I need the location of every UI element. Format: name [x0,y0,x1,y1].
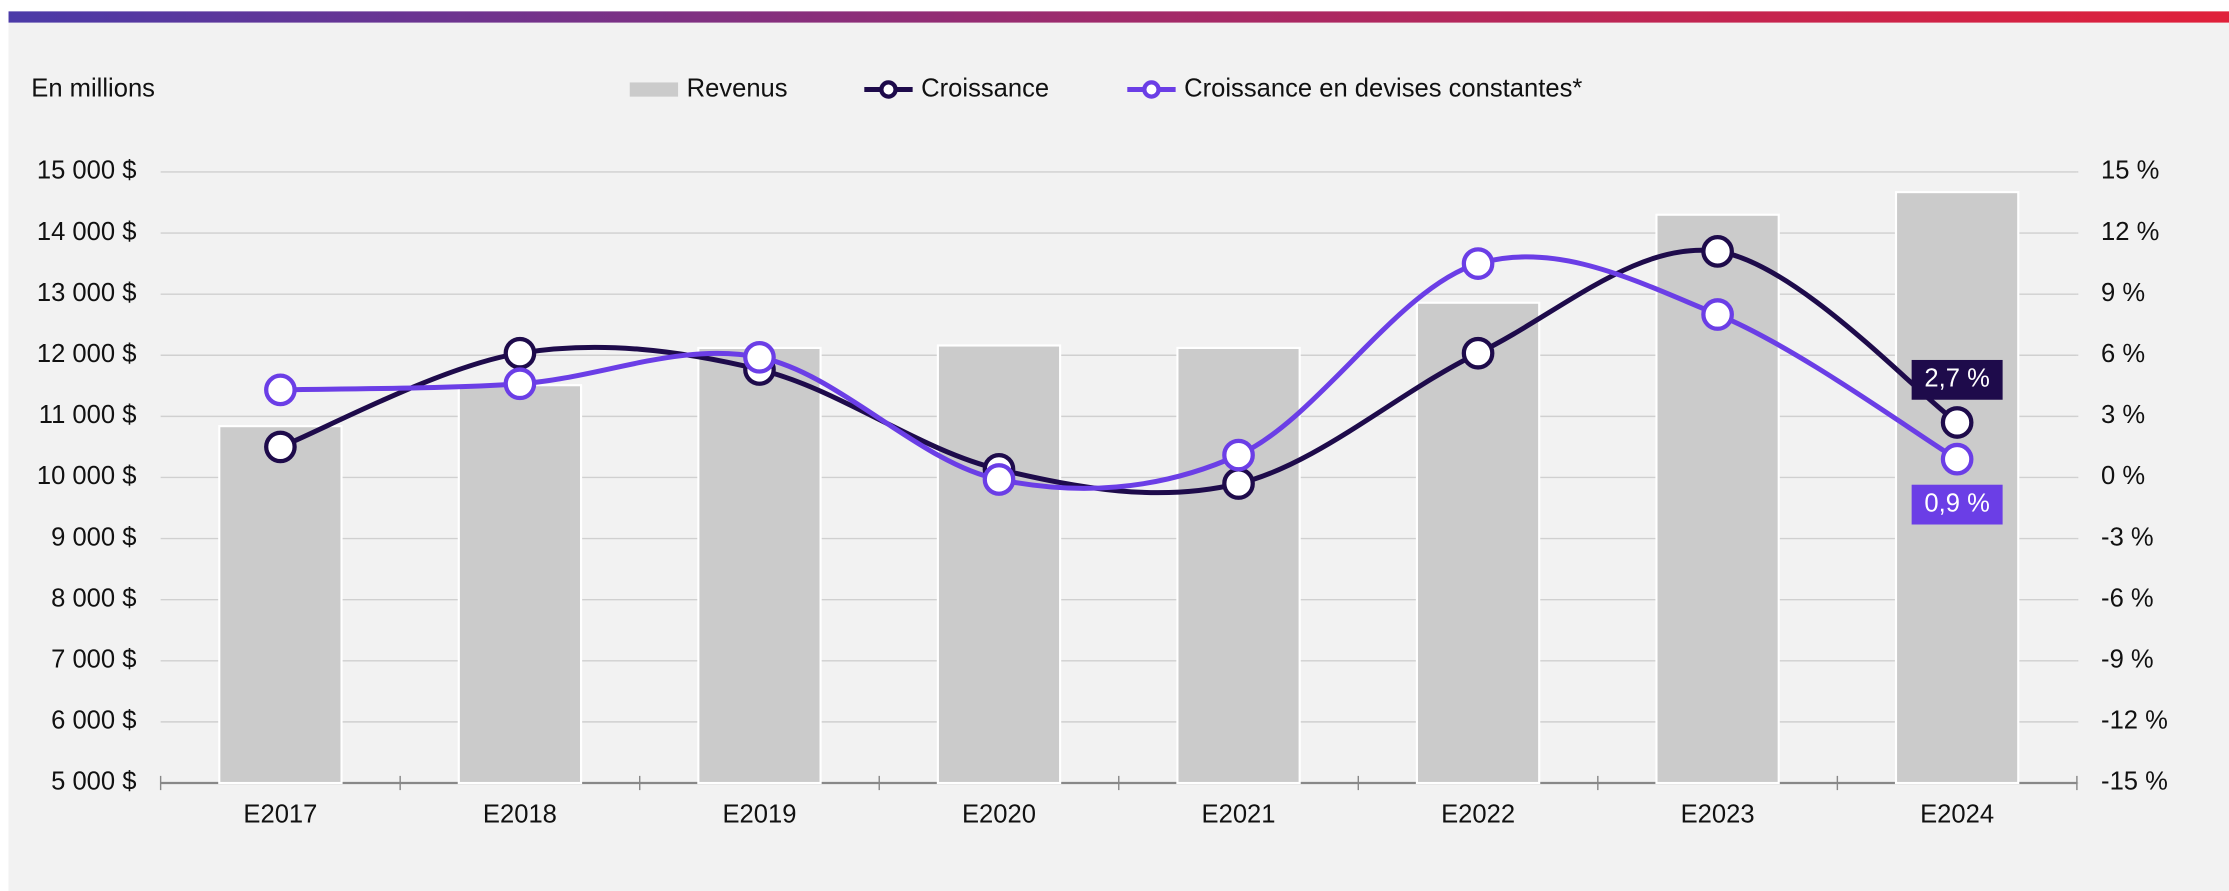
line-marker [264,373,297,407]
y2-tick-label: 3 % [2101,401,2145,429]
bar [218,425,343,785]
x-tick-label: E2018 [483,800,557,828]
y-axis-label: En millions [31,74,155,102]
legend-swatch [629,82,679,97]
data-label-box [1911,359,2003,400]
panel [8,22,2229,891]
y2-tick-label: -9 % [2101,646,2154,674]
y2-tick-label: -12 % [2101,707,2168,735]
y2-tick-label: 9 % [2101,279,2145,307]
legend-label: Revenus [687,74,788,102]
x-tick-label: E2021 [1202,800,1276,828]
x-tick-label: E2020 [962,800,1036,828]
x-tick-label: E2023 [1681,800,1755,828]
y2-tick-label: -15 % [2101,768,2168,796]
y-tick-label: 8 000 $ [51,584,136,612]
y2-tick-label: 12 % [2101,218,2159,246]
line-marker [1940,442,1974,476]
y2-tick-label: 0 % [2101,462,2145,490]
line-marker [982,463,1016,496]
y-tick-label: 13 000 $ [37,279,137,307]
bar [1176,346,1301,785]
y-tick-label: 6 000 $ [51,707,136,735]
legend-label: Croissance [921,74,1049,102]
y-tick-label: 5 000 $ [51,768,136,796]
y-tick-label: 11 000 $ [39,401,137,429]
data-label: 0,9 % [1924,489,1989,517]
line-marker [1701,235,1734,268]
bar [1415,301,1541,785]
bar [936,344,1062,785]
y2-tick-label: -3 % [2101,523,2154,551]
line-marker [1461,247,1495,280]
bar [457,384,583,785]
line [280,254,1959,491]
data-label-box [1911,484,2003,525]
data-label: 2,7 % [1924,365,1989,393]
y-tick-label: 12 000 $ [37,340,137,368]
y2-tick-label: 15 % [2101,157,2159,185]
line-marker [1461,336,1495,370]
y-tick-label: 9 000 $ [51,523,136,551]
legend-marker [1142,80,1161,99]
x-tick-label: E2019 [722,800,796,828]
line-marker [743,340,776,374]
line-marker [503,367,537,401]
line-marker [1940,406,1974,439]
top-bar [8,11,2229,23]
bar [697,346,822,785]
x-tick-label: E2017 [243,800,317,828]
x-tick-label: E2022 [1441,800,1515,828]
line-marker [1222,467,1255,500]
x-tick-label: E2024 [1920,800,1994,828]
line-marker [1222,438,1255,472]
y2-tick-label: 6 % [2101,340,2145,368]
legend-marker [879,80,898,99]
y-tick-label: 10 000 $ [37,462,137,490]
line-marker [264,430,297,464]
y2-tick-label: -6 % [2101,584,2154,612]
line-marker [1701,298,1734,331]
legend-label: Croissance en devises constantes* [1184,74,1582,102]
y-tick-label: 15 000 $ [37,157,137,185]
y-tick-label: 14 000 $ [37,218,137,246]
line-marker [503,336,537,370]
y-tick-label: 7 000 $ [51,646,136,674]
